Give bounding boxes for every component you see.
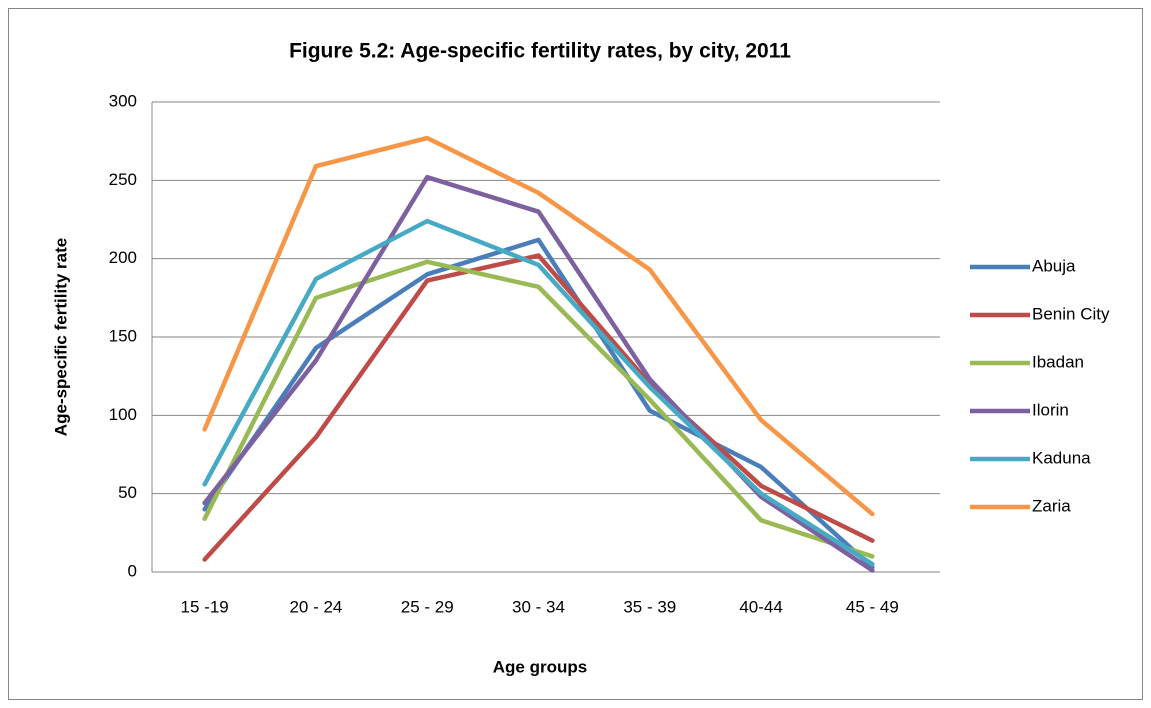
y-axis-label: Age-specific fertility rate	[51, 238, 70, 436]
y-tick-label: 150	[109, 326, 137, 345]
y-tick-label: 100	[109, 405, 137, 424]
series-line	[202, 237, 875, 570]
series-line	[202, 259, 875, 559]
x-tick-label: 45 - 49	[846, 597, 899, 616]
series-line	[202, 174, 875, 573]
x-tick-label: 15 -19	[181, 597, 229, 616]
legend-label: Benin City	[1032, 304, 1110, 323]
y-tick-label: 50	[118, 483, 137, 502]
x-tick-label: 20 - 24	[289, 597, 342, 616]
legend-label: Abuja	[1032, 256, 1076, 275]
chart-border	[8, 8, 1143, 700]
legend-label: Kaduna	[1032, 448, 1091, 467]
x-tick-label: 40-44	[739, 597, 782, 616]
x-axis-label: Age groups	[493, 657, 587, 676]
series-line	[202, 253, 875, 562]
chart-title: Figure 5.2: Age-specific fertility rates…	[289, 40, 791, 63]
y-tick-label: 200	[109, 248, 137, 267]
y-tick-label: 250	[109, 170, 137, 189]
series-line	[202, 218, 875, 567]
x-tick-label: 25 - 29	[401, 597, 454, 616]
legend-label: Ilorin	[1032, 400, 1069, 419]
legend-label: Ibadan	[1032, 352, 1084, 371]
series-line	[202, 135, 875, 517]
legend-label: Zaria	[1032, 496, 1071, 515]
x-tick-label: 35 - 39	[623, 597, 676, 616]
y-tick-label: 300	[109, 91, 137, 110]
y-tick-label: 0	[128, 561, 137, 580]
x-tick-label: 30 - 34	[512, 597, 565, 616]
